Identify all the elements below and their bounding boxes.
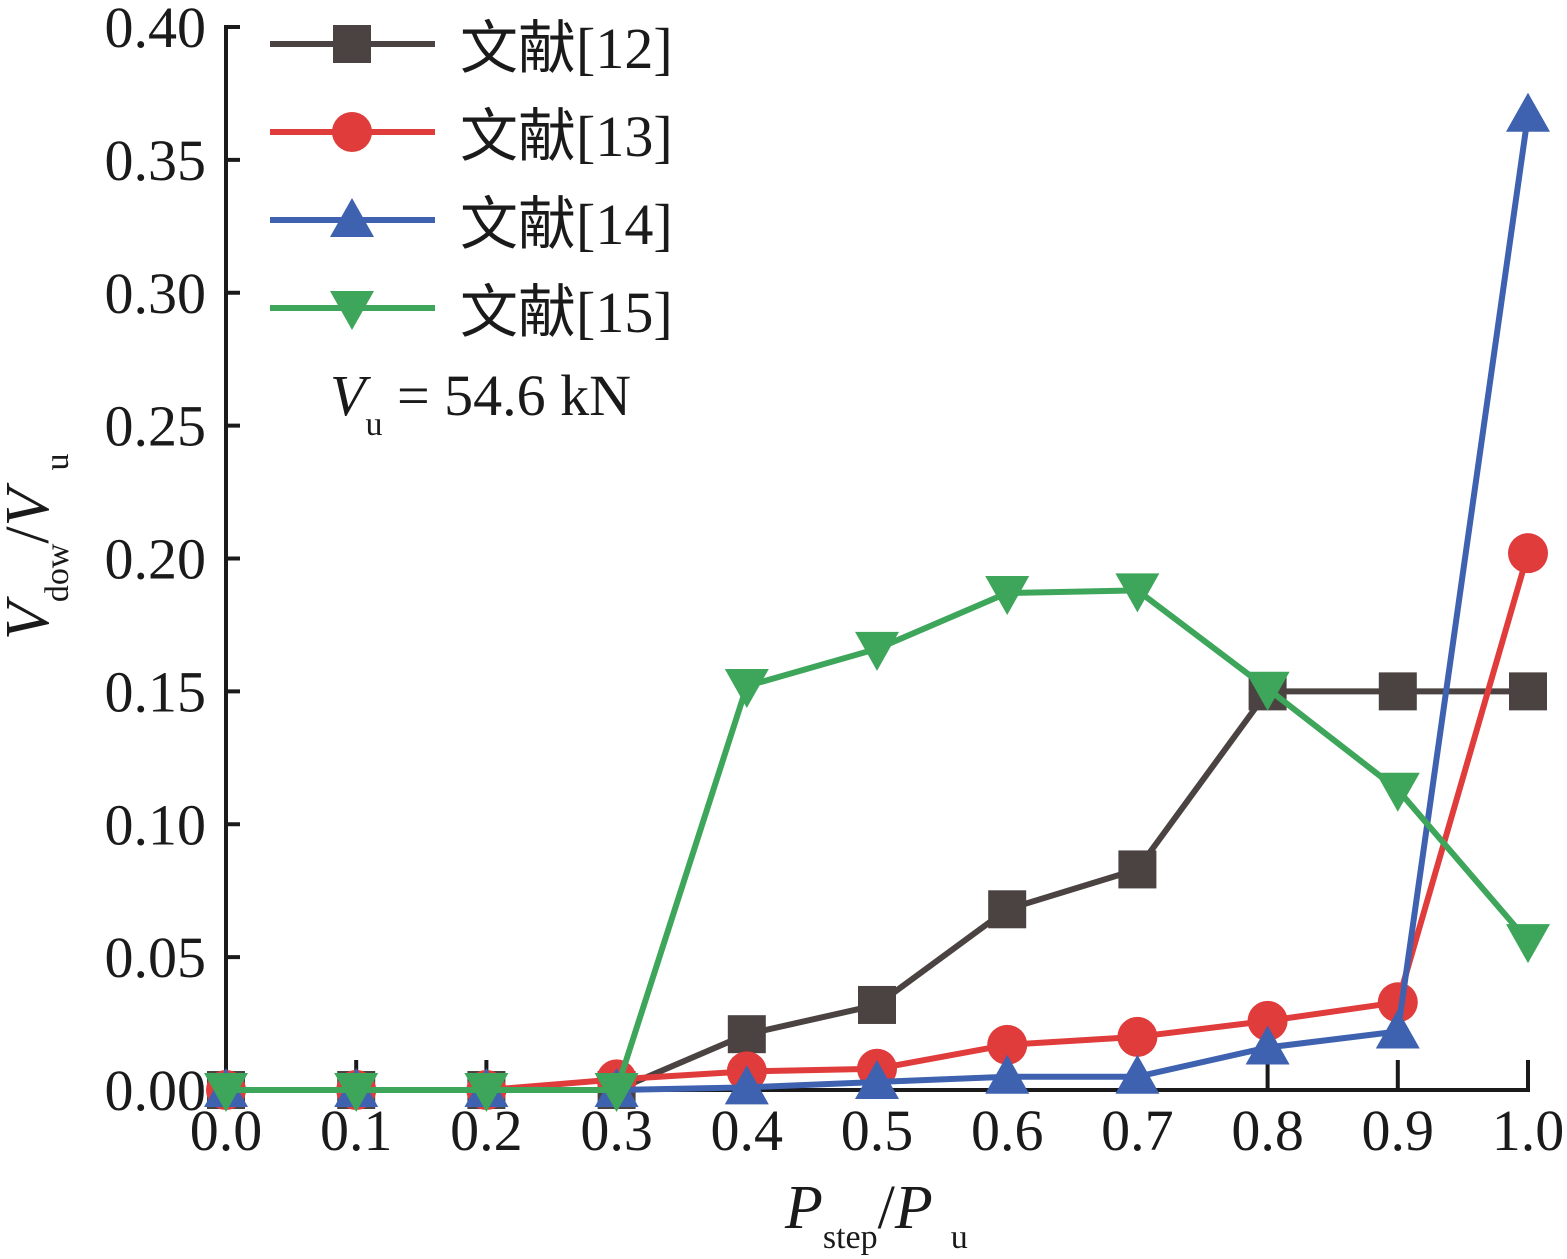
series-12 [207,672,1547,1109]
data-point [1377,982,1418,1023]
legend-label: 文献[13] [460,104,673,169]
legend-item: 文献[14] [270,192,673,257]
series-line [226,688,1528,1093]
data-point [855,631,899,671]
data-point [855,1060,899,1100]
y-tick-label: 0.15 [105,659,207,724]
y-tick-label: 0.10 [105,792,207,857]
data-point [1509,672,1547,711]
y-tick-label: 0.05 [105,925,207,990]
data-point [204,1073,248,1112]
data-point [594,1073,639,1112]
y-tick-label: 0.25 [105,394,207,459]
data-point [858,985,896,1024]
data-point [464,1073,509,1112]
legend-item: 文献[12] [270,16,673,81]
x-tick-label: 0.4 [711,1098,784,1163]
y-tick-label: 0.40 [105,0,207,60]
annotation-vu: Vu = 54.6 kN [330,363,631,443]
data-point [1375,772,1420,812]
data-point [724,669,769,709]
axes [224,25,1530,1092]
legend-marker [333,25,371,63]
data-point [1375,1009,1420,1049]
data-point [334,1073,379,1112]
series-15 [204,573,1550,1112]
y-tick-label: 0.30 [105,261,207,326]
data-point [727,1015,766,1054]
legend-label: 文献[15] [460,280,673,345]
y-tick-label: 0.00 [105,1058,207,1123]
data-point [985,1054,1030,1094]
x-tick-label: 1.0 [1492,1098,1565,1163]
data-point [1506,92,1550,132]
x-tick-label: 0.6 [971,1098,1044,1163]
legend-marker [330,198,374,237]
data-point [1245,671,1290,711]
y-axis-label: Vdow/Vu [0,453,76,640]
data-point [1118,850,1157,889]
series-14 [204,92,1550,1107]
y-tick-label: 0.20 [105,527,207,592]
data-point [1117,1016,1158,1057]
x-tick-label: 0.5 [841,1098,914,1163]
legend-marker [330,291,374,330]
legend-marker [332,112,372,152]
x-tick-label: 0.7 [1101,1098,1174,1163]
data-point [985,576,1030,616]
legend-item: 文献[13] [270,104,673,169]
series-line [226,114,1531,1093]
y-tick-label: 0.35 [105,128,207,193]
data-point [1378,672,1417,711]
legend-item: 文献[15] [270,280,673,345]
legend-label: 文献[14] [460,192,673,257]
x-axis-label: Pstep/P u [784,1174,968,1256]
data-point [1247,1000,1288,1041]
data-point [1506,924,1550,964]
data-point [987,1024,1028,1065]
x-tick-label: 0.9 [1362,1098,1435,1163]
data-point [1115,1054,1160,1094]
data-point [1508,533,1548,574]
data-point [724,1065,769,1105]
data-point [1115,573,1160,613]
data-point [988,890,1027,929]
legend-label: 文献[12] [460,16,673,81]
x-tick-label: 0.8 [1231,1098,1304,1163]
data-point [1245,1025,1290,1065]
